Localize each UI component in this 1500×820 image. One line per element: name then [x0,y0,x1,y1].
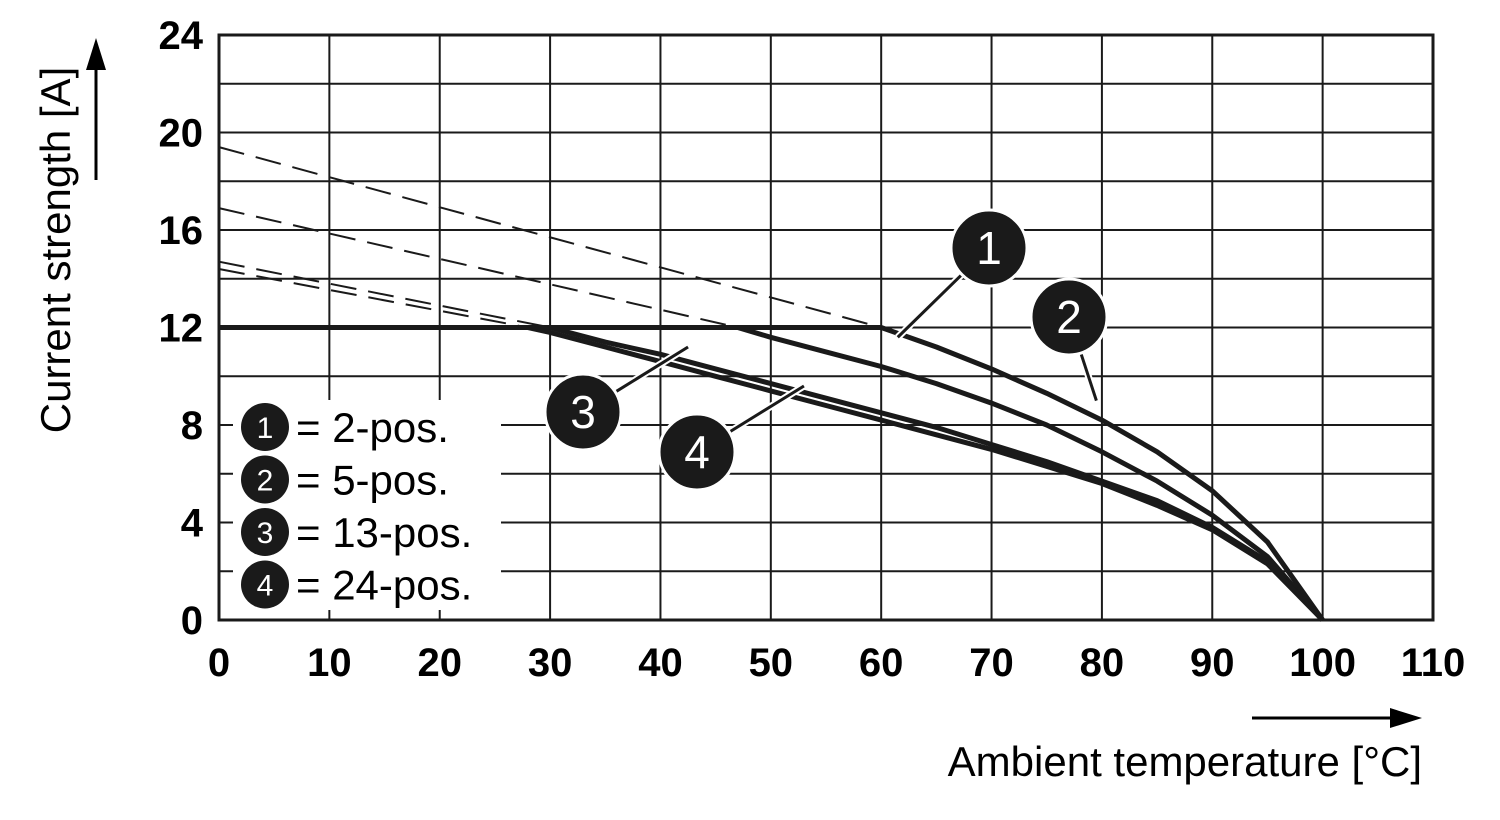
legend-marker-number: 3 [257,517,274,550]
callout-number: 1 [976,222,1002,274]
callout-leader-4 [726,384,805,435]
y-tick-label: 20 [159,112,204,156]
x-axis-title: Ambient temperature [°C] [948,738,1422,785]
legend-marker-number: 4 [257,570,274,603]
callout-bubble-1 [949,208,1029,288]
legend-entry-label: = 24-pos. [296,562,472,609]
callout-bubble-2 [1029,277,1109,357]
x-tick-label: 60 [859,641,904,685]
legend-marker-1 [241,403,289,451]
x-axis-title-group: Ambient temperature [°C] [948,708,1422,785]
y-axis-title-group: Current strength [A] [32,38,106,433]
x-tick-label: 20 [417,641,462,685]
curve-callouts: 1 2 3 4 [543,208,1109,492]
curve-series-4 [527,325,1325,622]
x-tick-label: 50 [749,641,794,685]
callout-number: 2 [1056,291,1082,343]
y-axis-arrow-head [86,38,106,70]
derating-curves [219,325,1325,622]
dashed-line-3 [218,260,551,329]
y-tick-label: 8 [181,404,203,448]
legend-marker-2 [241,455,289,504]
x-tick-label: 0 [208,641,230,685]
callout-leader-3 [612,345,689,395]
legend-entry-label: = 13-pos. [296,509,472,556]
y-tick-label: 24 [159,14,204,58]
x-tick-label: 40 [638,641,683,685]
x-tick-label: 100 [1289,641,1356,685]
x-tick-label: 70 [969,641,1014,685]
x-tick-label: 110 [1401,641,1466,685]
curve-series-3 [549,325,1325,622]
callout-bubble-3 [543,372,623,452]
dashed-line-4 [218,268,529,329]
x-tick-label: 90 [1190,641,1235,685]
legend-marker-3 [241,508,289,556]
y-tick-label: 0 [181,599,203,643]
y-tick-label: 12 [159,307,204,351]
callout-leader-2 [1078,350,1098,402]
curve-series-1 [880,325,1325,622]
legend-entry-label: = 5-pos. [296,457,449,504]
x-tick-label: 30 [528,641,573,685]
dashed-line-2 [218,207,738,329]
legend: 1 = 2-pos. 2 = 5-pos. 3 = 13-pos. 4 = 24-pos. [233,400,501,610]
callout-bubble-4 [657,412,737,492]
y-tick-label: 16 [159,209,204,253]
y-axis-title: Current strength [A] [32,67,79,434]
legend-entry-label: = 2-pos. [296,404,449,451]
x-axis-arrow-head [1390,708,1422,728]
callout-leader-1 [896,272,965,339]
curve-series-2 [736,325,1325,622]
legend-marker-number: 2 [257,465,274,498]
x-tick-label: 80 [1080,641,1125,685]
y-tick-label: 4 [181,502,204,546]
legend-marker-4 [241,560,289,609]
extrapolation-dashes [218,146,882,329]
callout-number: 3 [570,386,596,438]
x-tick-label: 10 [307,641,352,685]
callout-number: 4 [684,426,710,478]
legend-marker-number: 1 [257,412,274,445]
dashed-line-1 [218,146,882,329]
